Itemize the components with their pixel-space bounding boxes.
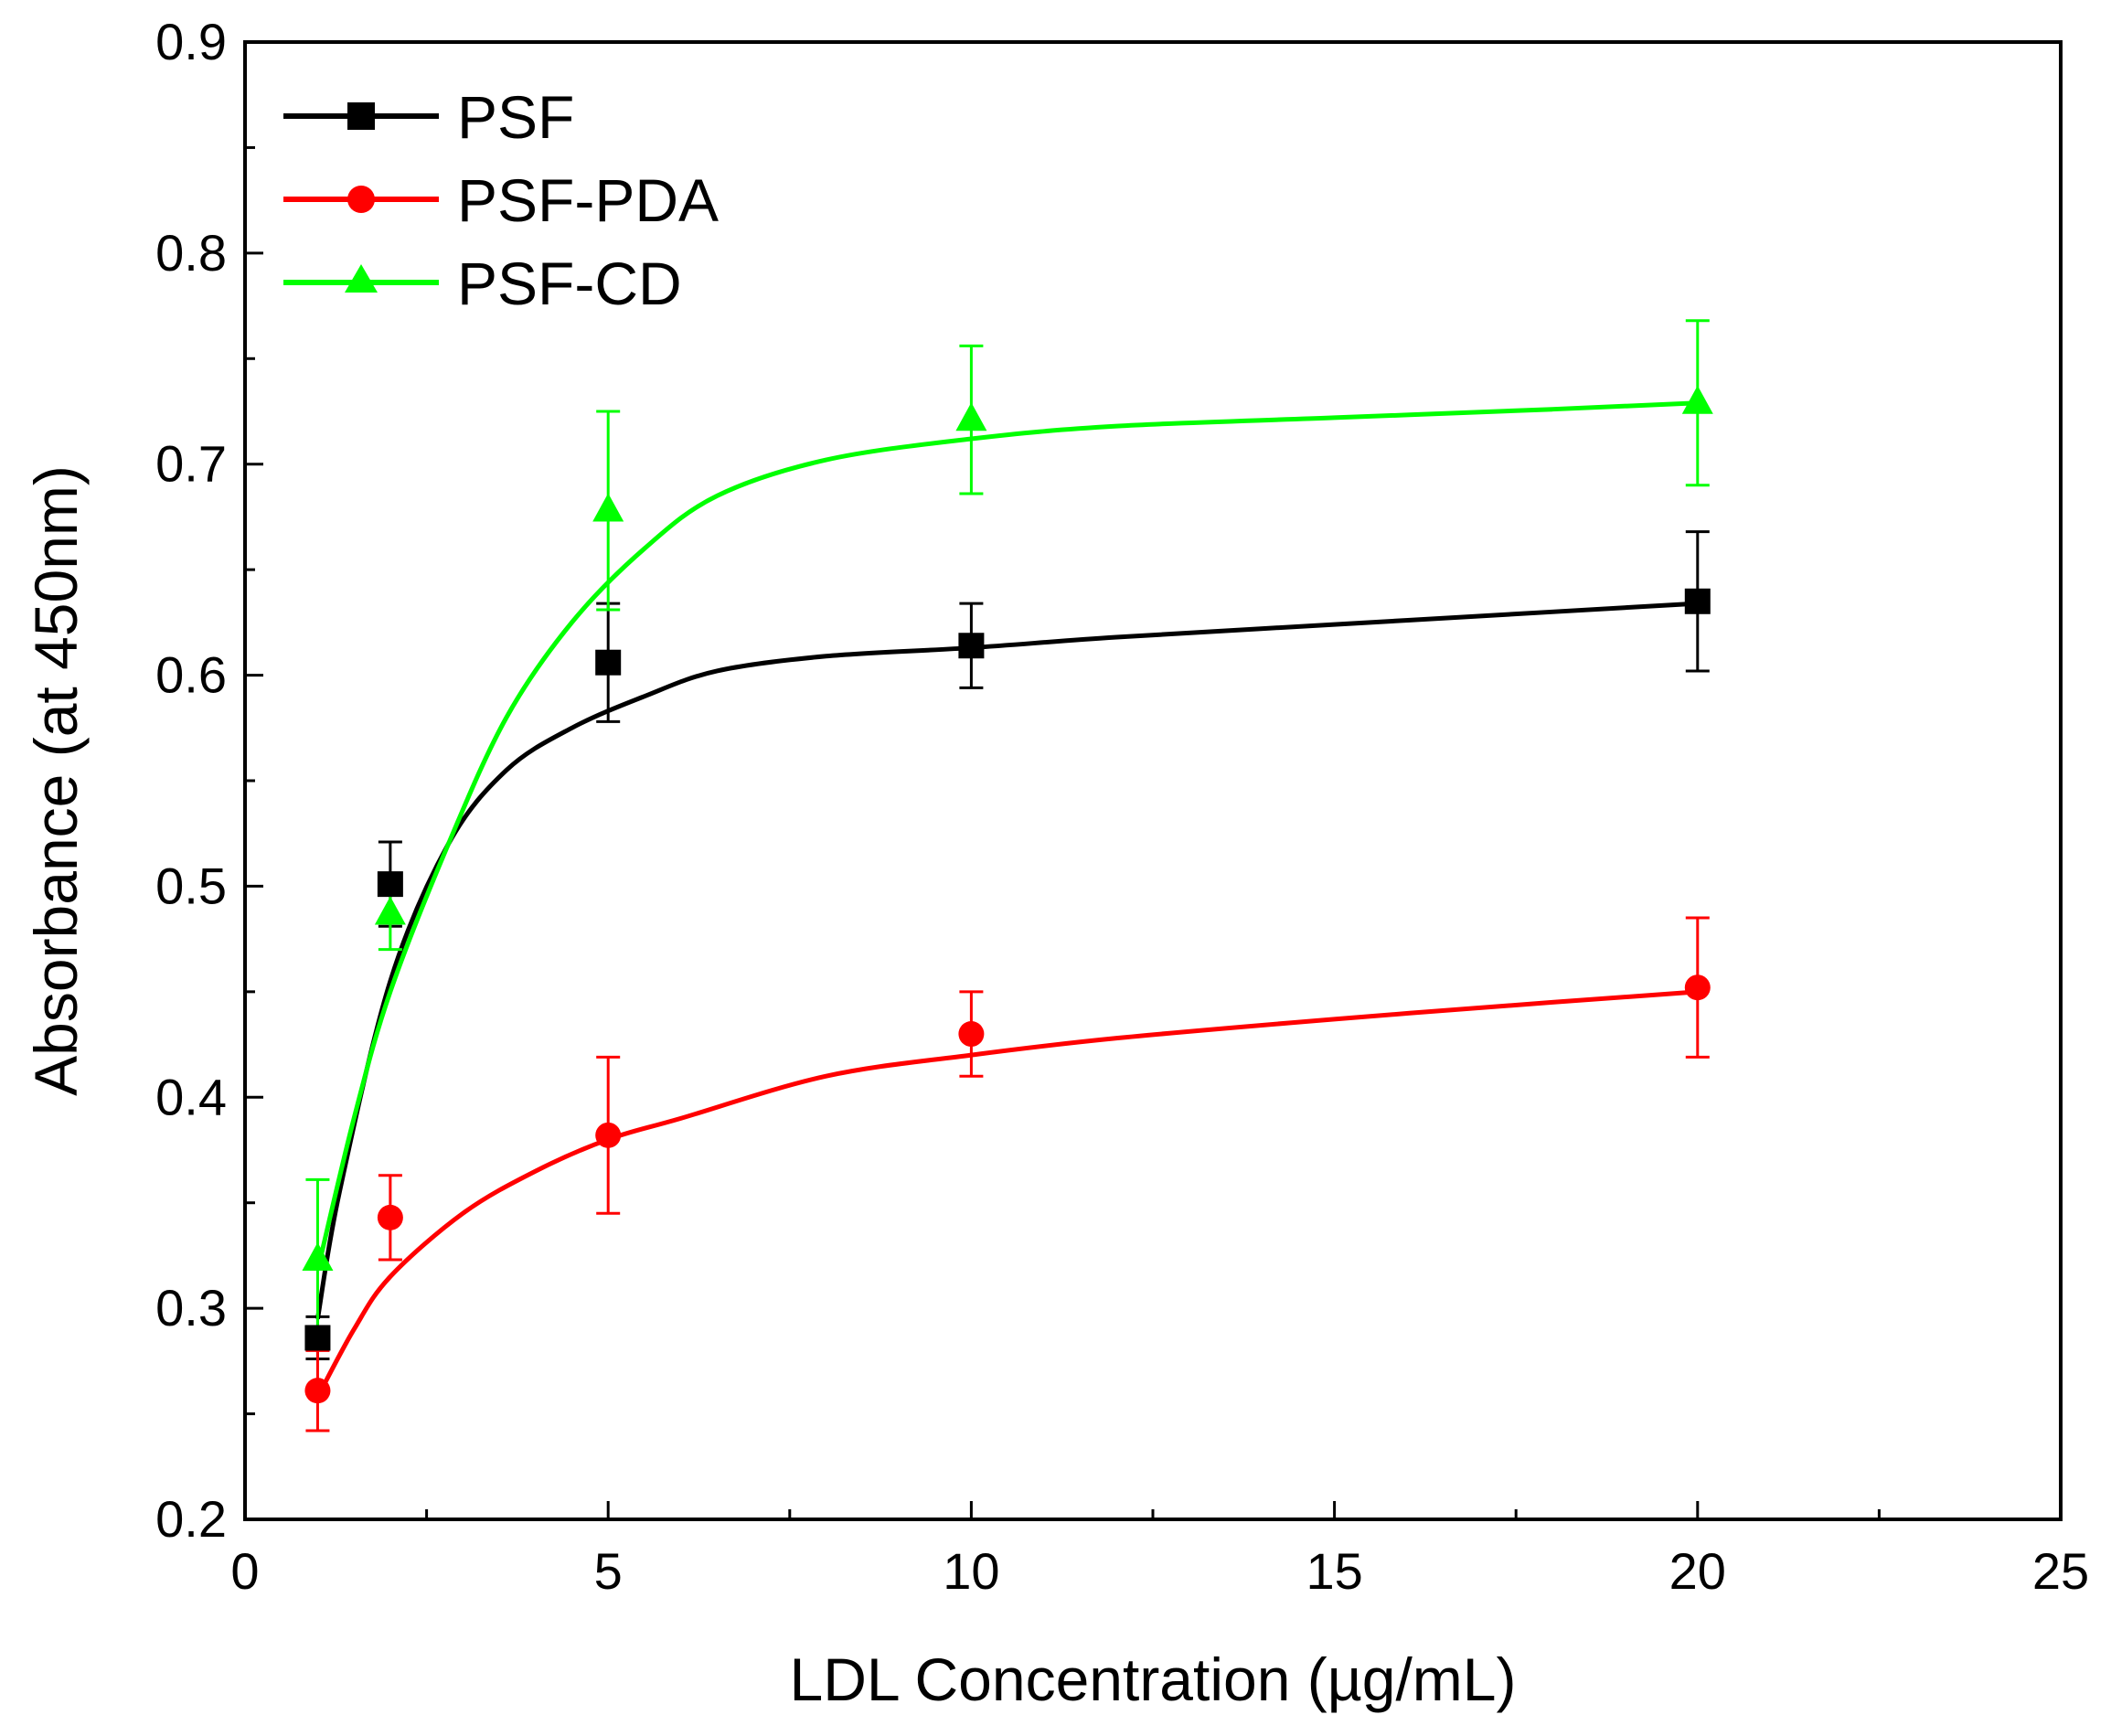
y-axis-title: Absorbance (at 450nm)	[22, 465, 90, 1096]
y-tick-label: 0.4	[155, 1068, 227, 1125]
data-point-psf-pda	[595, 1122, 622, 1148]
y-tick-label: 0.5	[155, 857, 227, 914]
y-axis-ticks: 0.2 0.3 0.4 0.5 0.6 0.7 0.8 0.9	[155, 13, 263, 1548]
data-point-psf-cd	[955, 402, 987, 431]
y-tick-label: 0.9	[155, 13, 227, 70]
data-point-psf-pda	[304, 1378, 331, 1404]
x-tick-label: 25	[2032, 1542, 2089, 1600]
data-point-psf-pda	[1684, 975, 1711, 1001]
data-point-psf	[958, 633, 985, 659]
legend-marker-psf-pda	[347, 186, 375, 213]
legend-label-psf-pda: PSF-PDA	[457, 166, 719, 234]
x-tick-label: 20	[1669, 1542, 1726, 1600]
legend-item-psf-cd: PSF-CD	[283, 250, 682, 317]
data-point-psf-cd	[592, 493, 624, 522]
fit-curve-psf-cd	[315, 400, 1698, 1272]
fit-curve-psf-pda	[315, 989, 1698, 1399]
data-point-psf	[377, 871, 403, 898]
y-tick-label: 0.6	[155, 646, 227, 704]
y-tick-label: 0.8	[155, 224, 227, 282]
data-point-psf	[304, 1325, 331, 1351]
y-tick-label: 0.7	[155, 435, 227, 493]
fit-curves	[315, 400, 1698, 1399]
legend-label-psf-cd: PSF-CD	[457, 250, 682, 317]
legend-label-psf: PSF	[457, 83, 574, 151]
data-point-psf-cd	[1681, 385, 1713, 414]
data-point-psf	[595, 649, 622, 676]
x-tick-label: 15	[1306, 1542, 1362, 1600]
x-tick-label: 0	[230, 1542, 259, 1600]
y-tick-label: 0.3	[155, 1279, 227, 1337]
legend: PSF PSF-PDA PSF-CD	[283, 83, 719, 317]
x-axis-ticks: 0 5 10 15 20 25	[230, 1501, 2089, 1600]
data-markers	[302, 385, 1713, 1404]
fit-curve-psf	[315, 601, 1698, 1320]
data-point-psf-pda	[958, 1021, 985, 1048]
x-tick-label: 10	[943, 1542, 999, 1600]
legend-item-psf: PSF	[283, 83, 574, 151]
legend-marker-psf	[347, 102, 375, 130]
legend-marker-psf-cd	[345, 264, 378, 293]
data-point-psf	[1684, 588, 1711, 614]
data-point-psf-pda	[377, 1204, 403, 1230]
y-tick-label: 0.2	[155, 1490, 227, 1548]
x-axis-title: LDL Concentration (µg/mL)	[790, 1645, 1517, 1713]
legend-item-psf-pda: PSF-PDA	[283, 166, 719, 234]
data-point-psf-cd	[302, 1242, 334, 1272]
x-tick-label: 5	[594, 1542, 623, 1600]
error-bars	[305, 319, 1710, 1432]
data-point-psf-cd	[374, 896, 406, 925]
